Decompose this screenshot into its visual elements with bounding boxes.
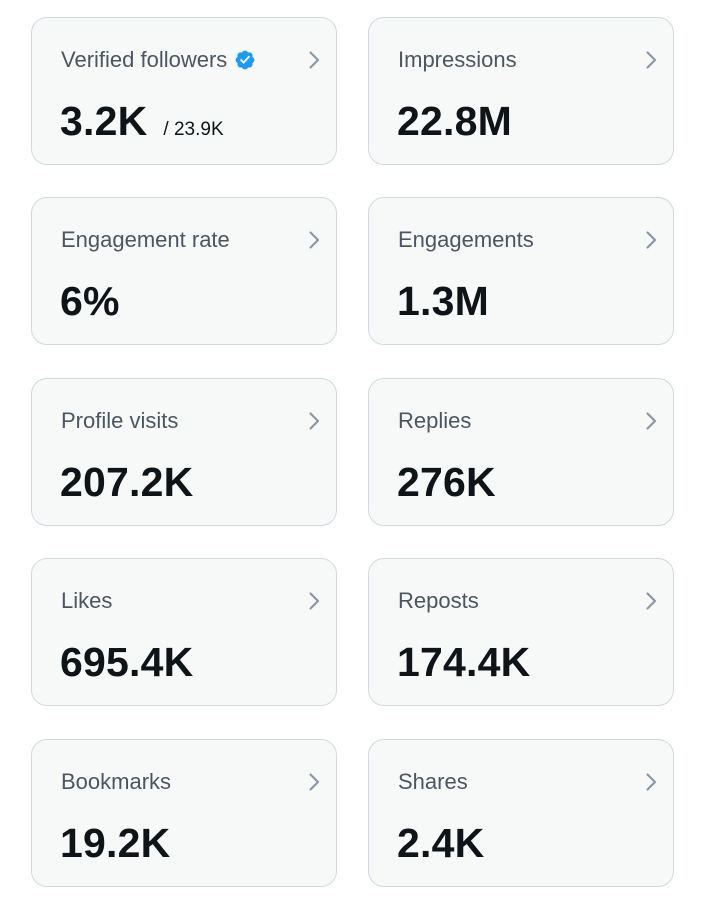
metric-label-row: Shares <box>398 768 468 796</box>
metric-label: Likes <box>61 588 113 613</box>
metric-card-reposts[interactable]: Reposts 174.4K <box>368 558 674 706</box>
chevron-right-icon <box>641 50 661 70</box>
metric-label: Engagements <box>398 227 534 252</box>
metric-label-row: Engagements <box>398 226 534 254</box>
metric-card-impressions[interactable]: Impressions 22.8M <box>368 17 674 165</box>
metric-label: Verified followers <box>61 47 228 72</box>
metric-label-row: Verified followers <box>61 46 256 74</box>
metric-value-row: 3.2K / 23.9K <box>60 98 224 144</box>
metric-value-row: 695.4K <box>60 639 193 685</box>
chevron-right-icon <box>304 772 324 792</box>
metric-card-likes[interactable]: Likes 695.4K <box>31 558 337 706</box>
metric-label: Impressions <box>398 47 517 72</box>
metric-card-replies[interactable]: Replies 276K <box>368 378 674 526</box>
chevron-right-icon <box>641 230 661 250</box>
metric-label: Bookmarks <box>61 769 172 794</box>
metric-label: Replies <box>398 408 472 433</box>
metric-value: 6% <box>60 278 120 324</box>
metric-value: 2.4K <box>397 820 485 866</box>
metric-label: Engagement rate <box>61 227 230 252</box>
chevron-right-icon <box>641 411 661 431</box>
metric-value-row: 2.4K <box>397 820 484 866</box>
chevron-right-icon <box>641 591 661 611</box>
metric-card-verified-followers[interactable]: Verified followers 3.2K / 23.9K <box>31 17 337 165</box>
metric-card-bookmarks[interactable]: Bookmarks 19.2K <box>31 739 337 887</box>
metric-label-row: Impressions <box>398 46 517 74</box>
metric-card-shares[interactable]: Shares 2.4K <box>368 739 674 887</box>
metric-value-row: 19.2K <box>60 820 170 866</box>
chevron-right-icon <box>304 230 324 250</box>
verified-badge-icon <box>234 49 256 71</box>
metric-value: 3.2K <box>60 98 148 144</box>
metric-label-row: Engagement rate <box>61 226 230 254</box>
chevron-right-icon <box>641 772 661 792</box>
metric-value: 22.8M <box>397 98 512 144</box>
metric-card-profile-visits[interactable]: Profile visits 207.2K <box>31 378 337 526</box>
metric-value-row: 276K <box>397 459 496 505</box>
metric-label-row: Replies <box>398 407 471 435</box>
metric-value-row: 174.4K <box>397 639 530 685</box>
metric-value: 695.4K <box>60 639 194 685</box>
metric-label: Profile visits <box>61 408 179 433</box>
metric-label: Shares <box>398 769 468 794</box>
metric-card-engagements[interactable]: Engagements 1.3M <box>368 197 674 345</box>
metric-value: 207.2K <box>60 459 194 505</box>
metric-value: 276K <box>397 459 496 505</box>
metric-label-row: Bookmarks <box>61 768 171 796</box>
metric-value-row: 207.2K <box>60 459 193 505</box>
metric-value: 174.4K <box>397 639 531 685</box>
metric-value: 19.2K <box>60 820 171 866</box>
metric-value: 1.3M <box>397 278 489 324</box>
metric-label: Reposts <box>398 588 479 613</box>
chevron-right-icon <box>304 50 324 70</box>
metric-total-value: / 23.9K <box>163 119 224 140</box>
chevron-right-icon <box>304 591 324 611</box>
metric-value-row: 1.3M <box>397 278 489 324</box>
metric-label-row: Reposts <box>398 587 479 615</box>
metric-label-row: Profile visits <box>61 407 178 435</box>
metric-value-row: 6% <box>60 278 120 324</box>
metric-value-row: 22.8M <box>397 98 512 144</box>
metric-label-row: Likes <box>61 587 112 615</box>
chevron-right-icon <box>304 411 324 431</box>
metric-card-engagement-rate[interactable]: Engagement rate 6% <box>31 197 337 345</box>
